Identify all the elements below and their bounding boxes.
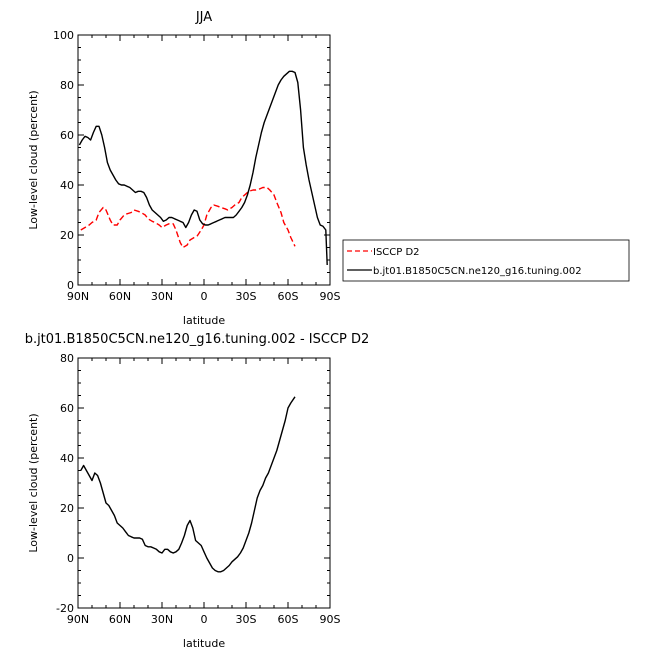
bottom-xtick-label: 30N: [151, 613, 173, 626]
top-ytick-label: 40: [60, 179, 74, 192]
bottom-ytick-label: 40: [60, 452, 74, 465]
bottom-chart-title: b.jt01.B1850C5CN.ne120_g16.tuning.002 - …: [25, 332, 370, 347]
top-ytick-label: 100: [53, 29, 74, 42]
top-xtick-label: 0: [201, 290, 208, 303]
bottom-ytick-label: 80: [60, 352, 74, 365]
top-series-line-1: [78, 70, 328, 266]
top-x-axis-label: latitude: [183, 314, 225, 327]
bottom-ytick-label: -20: [56, 602, 74, 615]
legend-label-isccp: ISCCP D2: [373, 247, 420, 258]
top-xtick-label: 30S: [236, 290, 257, 303]
bottom-ytick-label: 20: [60, 502, 74, 515]
legend-box: [342, 239, 630, 282]
top-xtick-label: 90N: [67, 290, 89, 303]
top-axis-ticks: 0 20 40 60 80 100 90N 60N 30N 0 30S 60S 90S: [53, 29, 341, 303]
top-xtick-label: 90S: [320, 290, 341, 303]
top-xtick-label: 60S: [278, 290, 299, 303]
bottom-y-axis-label: Low-level cloud (percent): [27, 413, 40, 552]
top-ytick-label: 60: [60, 129, 74, 142]
top-y-axis-label: Low-level cloud (percent): [27, 90, 40, 229]
top-series-line-0: [80, 186, 296, 249]
bottom-series-line-0: [80, 396, 296, 573]
bottom-plot-area: [80, 396, 296, 573]
top-ytick-label: 80: [60, 79, 74, 92]
top-ytick-label: 20: [60, 229, 74, 242]
bottom-axis-ticks: -20 0 20 40 60 80 90N 60N 30N 0 30S 60S 90S: [56, 352, 340, 626]
top-xtick-label: 30N: [151, 290, 173, 303]
bottom-x-axis-label: latitude: [183, 637, 225, 650]
legend-label-model: b.jt01.B1850C5CN.ne120_g16.tuning.002: [373, 266, 582, 277]
legend: ISCCP D2 b.jt01.B1850C5CN.ne120_g16.tuni…: [342, 239, 630, 282]
bottom-xtick-label: 60S: [278, 613, 299, 626]
top-plot-area: [78, 70, 328, 266]
bottom-xtick-label: 90N: [67, 613, 89, 626]
bottom-plot-frame: [77, 357, 331, 609]
top-xtick-label: 60N: [109, 290, 131, 303]
bottom-xtick-label: 90S: [320, 613, 341, 626]
top-panel: JJA Low-level cloud (percent) latitude 0…: [27, 10, 341, 327]
top-plot-frame: [77, 34, 331, 286]
bottom-xtick-label: 0: [201, 613, 208, 626]
bottom-ytick-label: 60: [60, 402, 74, 415]
bottom-ytick-label: 0: [67, 552, 74, 565]
bottom-xtick-label: 30S: [236, 613, 257, 626]
bottom-xtick-label: 60N: [109, 613, 131, 626]
top-ytick-label: 0: [67, 279, 74, 292]
bottom-panel: b.jt01.B1850C5CN.ne120_g16.tuning.002 - …: [25, 332, 370, 650]
top-chart-title: JJA: [195, 10, 212, 25]
